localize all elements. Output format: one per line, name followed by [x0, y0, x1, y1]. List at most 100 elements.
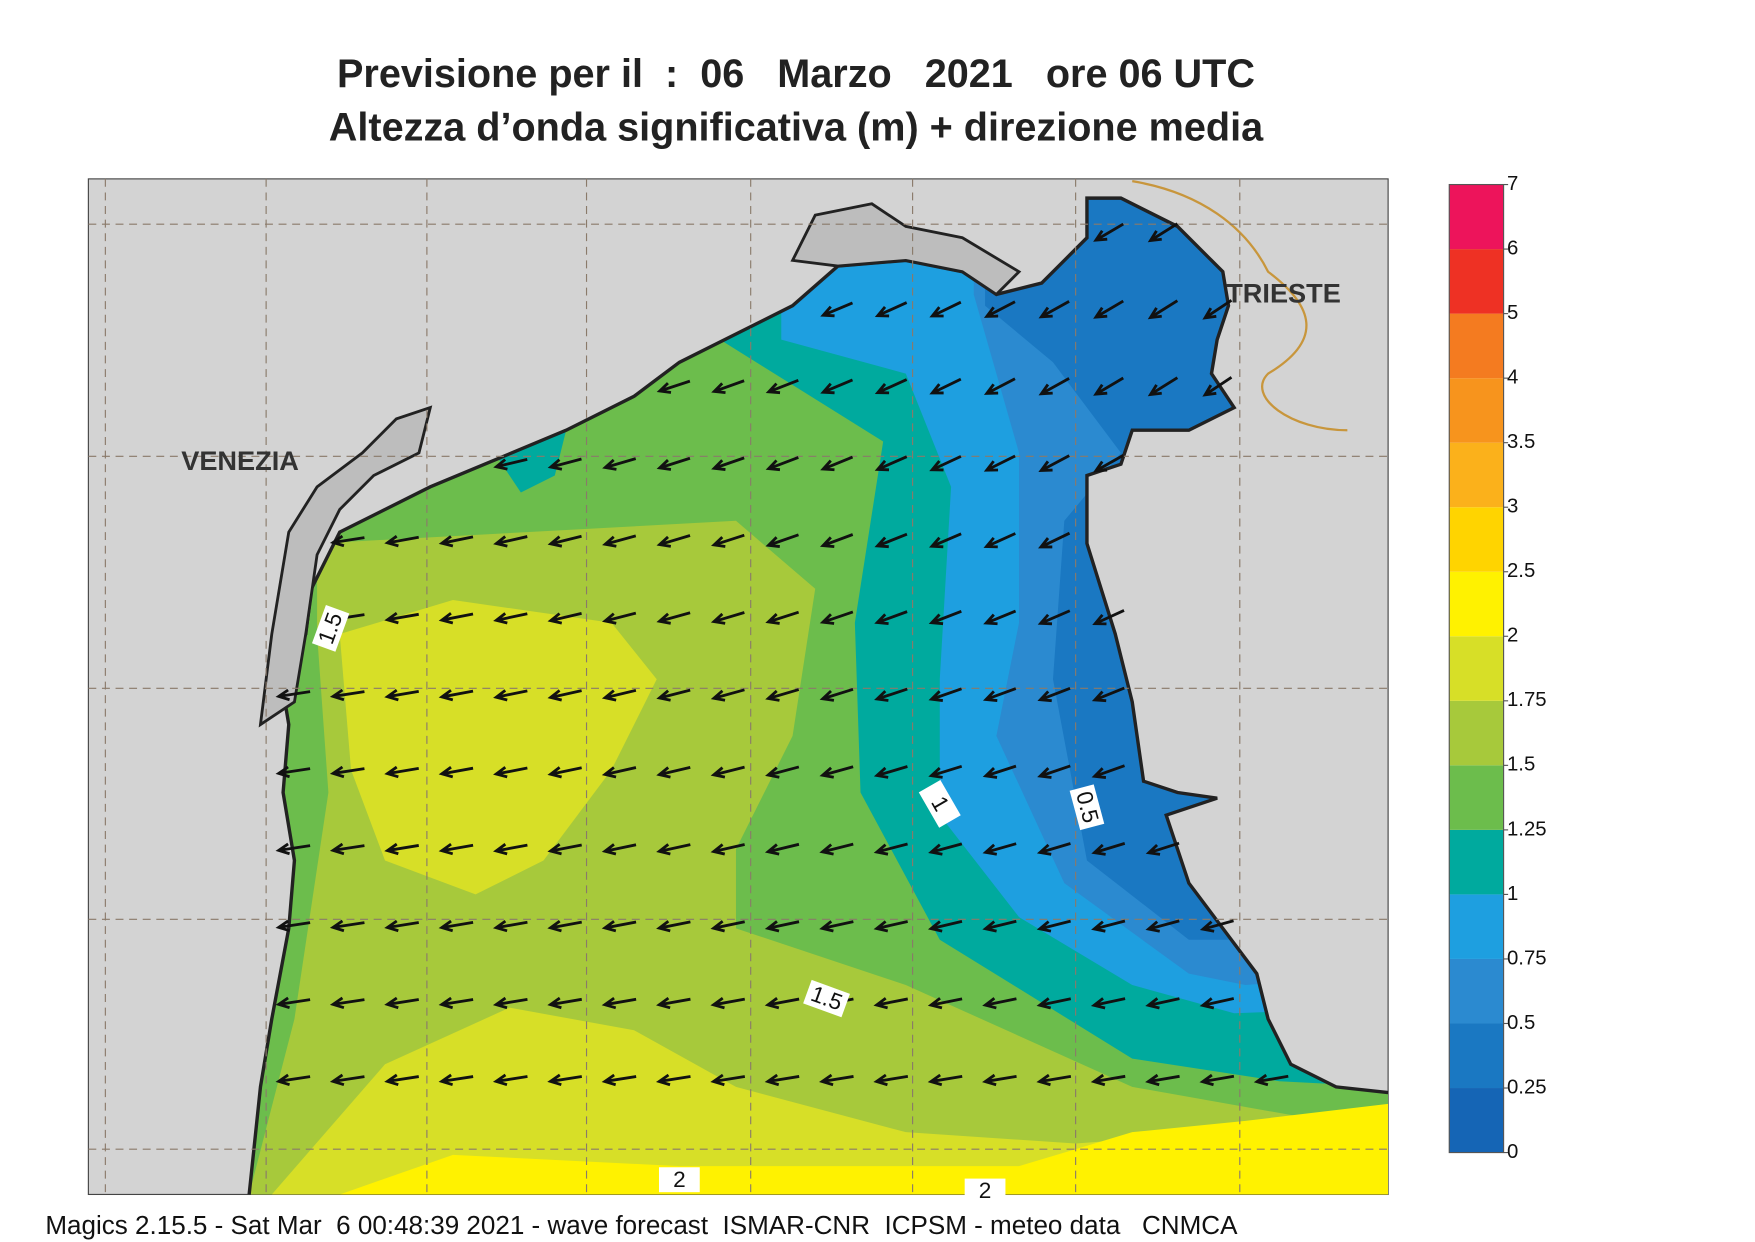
- colorbar-label: 0.75: [1507, 947, 1547, 969]
- graticule: [88, 178, 1389, 1195]
- direction-arrow: [874, 687, 908, 702]
- direction-arrow: [929, 455, 962, 472]
- direction-arrow: [1147, 222, 1179, 243]
- colorbar-label: 7: [1507, 173, 1518, 195]
- direction-arrow: [1199, 919, 1234, 933]
- colorbar-band: [1449, 700, 1504, 766]
- direction-arrow: [765, 765, 800, 779]
- direction-arrow: [492, 996, 528, 1010]
- direction-arrow: [983, 609, 1017, 626]
- direction-arrow: [547, 843, 582, 856]
- direction-arrow: [928, 764, 963, 779]
- direction-arrow: [1199, 1073, 1235, 1087]
- direction-arrow: [1091, 686, 1125, 703]
- direction-arrow: [710, 920, 745, 933]
- direction-arrow: [710, 843, 745, 856]
- direction-arrow: [1147, 299, 1179, 320]
- colorbar-frame: [1448, 183, 1505, 1154]
- direction-arrow: [1090, 1073, 1126, 1087]
- direction-arrow: [982, 919, 1017, 933]
- direction-arrow: [983, 377, 1016, 395]
- venice-lagoon: [258, 405, 433, 728]
- direction-arrow: [601, 920, 637, 933]
- colorbar-band: [1449, 829, 1504, 895]
- direction-arrow: [982, 687, 1017, 703]
- direction-arrow: [1036, 1073, 1072, 1087]
- direction-arrow: [438, 996, 474, 1010]
- direction-arrow: [927, 997, 963, 1010]
- direction-arrow: [873, 997, 909, 1010]
- direction-arrow: [547, 457, 582, 471]
- direction-arrow: [710, 765, 745, 779]
- direction-arrows: [275, 222, 1289, 1087]
- direction-arrow: [764, 842, 800, 856]
- direction-arrow: [329, 842, 365, 856]
- direction-arrow: [927, 1073, 963, 1087]
- colorbar-label: 0.25: [1507, 1076, 1547, 1098]
- direction-arrow: [765, 456, 799, 472]
- colorbar: 0 0.25 0.5 0.75 1 1.25 1.5 1.75 2 2.5 3 3.5 4 5 6 7: [1448, 173, 1547, 1163]
- direction-arrow: [819, 920, 854, 933]
- direction-arrow: [929, 300, 962, 318]
- direction-arrow: [764, 997, 800, 1010]
- footer: Magics 2.15.5 - Sat Mar 6 00:48:39 2021 …: [45, 1210, 1238, 1240]
- colorbar-label: 6: [1507, 237, 1518, 259]
- direction-arrow: [764, 1073, 800, 1087]
- direction-arrow: [438, 612, 474, 625]
- direction-arrow: [765, 610, 800, 625]
- contour-label: 1: [918, 779, 961, 828]
- direction-arrow: [1090, 997, 1126, 1010]
- direction-arrow: [384, 842, 419, 856]
- direction-arrow: [1038, 300, 1070, 319]
- direction-arrow: [819, 687, 854, 702]
- direction-arrow: [1036, 997, 1072, 1010]
- colorbar-band: [1449, 507, 1504, 572]
- contour-label-box: [658, 1167, 700, 1193]
- direction-arrow: [874, 455, 908, 472]
- direction-arrow: [656, 379, 691, 394]
- direction-arrow: [927, 919, 963, 933]
- colorbar-band: [1449, 1023, 1504, 1089]
- direction-arrow: [547, 766, 582, 779]
- direction-arrow: [982, 997, 1017, 1010]
- direction-arrow: [384, 535, 419, 548]
- direction-arrow: [1199, 997, 1235, 1010]
- colorbar-band: [1449, 894, 1504, 959]
- contour-label-box: [311, 604, 350, 652]
- direction-arrow: [1092, 454, 1125, 473]
- direction-arrow: [656, 534, 691, 548]
- direction-arrow: [275, 688, 311, 702]
- place-label: TRIESTE: [1226, 277, 1341, 308]
- map-subtitle: Altezza d’onda significativa (m) + direz…: [329, 105, 1264, 149]
- direction-arrow: [873, 1073, 909, 1087]
- direction-arrow: [1093, 299, 1124, 319]
- direction-arrow: [329, 996, 365, 1010]
- colorbar-band: [1449, 313, 1504, 379]
- contour-label: 2: [658, 1167, 700, 1193]
- direction-arrow: [275, 1073, 311, 1087]
- colorbar-label: 5: [1507, 302, 1518, 324]
- direction-arrow: [329, 534, 365, 548]
- contour-label-text: 2: [673, 1167, 686, 1192]
- direction-arrow: [602, 457, 637, 471]
- direction-arrow: [438, 919, 474, 933]
- contour-label-box: [964, 1178, 1006, 1204]
- direction-arrow: [1036, 842, 1071, 856]
- direction-arrow: [275, 765, 311, 779]
- direction-arrow: [1093, 222, 1124, 242]
- direction-arrow: [982, 1073, 1017, 1087]
- direction-arrow: [1145, 919, 1180, 933]
- grado-lagoon: [790, 202, 1022, 297]
- contour-label-box: [918, 779, 961, 828]
- colorbar-band: [1449, 1088, 1504, 1153]
- direction-arrow: [928, 687, 962, 702]
- direction-arrow: [547, 996, 583, 1010]
- direction-arrow: [982, 842, 1017, 856]
- direction-arrow: [601, 688, 637, 702]
- direction-arrow: [820, 301, 854, 318]
- direction-arrow: [874, 301, 908, 318]
- colorbar-band: [1449, 378, 1504, 443]
- colorbar-band: [1449, 442, 1504, 508]
- direction-arrow: [275, 996, 311, 1010]
- direction-arrow: [1037, 687, 1071, 703]
